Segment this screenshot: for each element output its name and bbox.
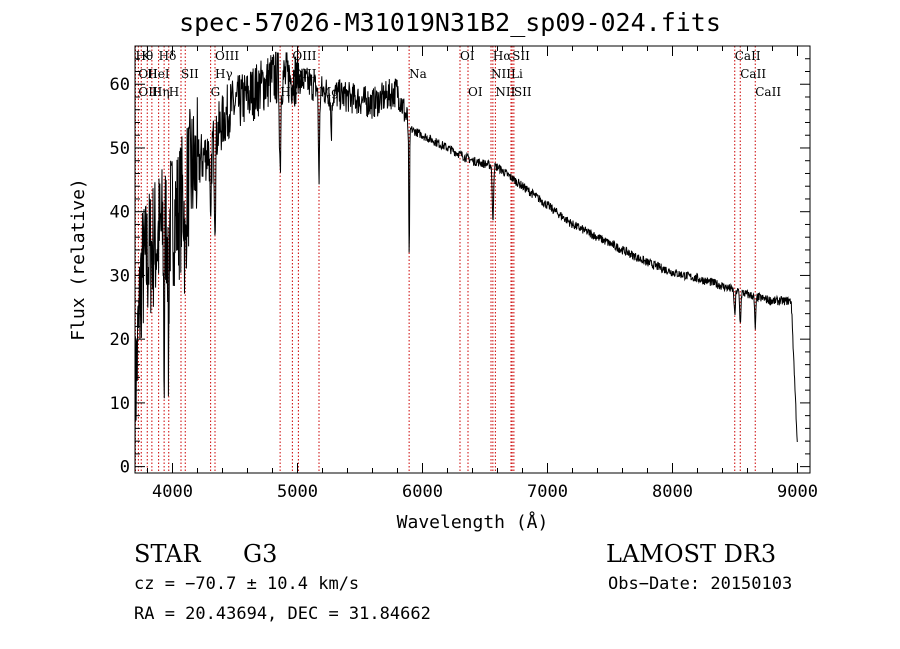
x-tick-label: 7000 bbox=[527, 482, 568, 502]
y-tick-label: 60 bbox=[110, 75, 130, 95]
line-marker-label: G bbox=[211, 85, 221, 99]
spectrum-line bbox=[134, 51, 798, 467]
line-marker-label: OIII bbox=[292, 49, 316, 63]
line-marker-label: NII bbox=[495, 85, 515, 99]
y-tick-label: 0 bbox=[120, 458, 130, 478]
coordinates: RA = 20.43694, DEC = 31.84662 bbox=[134, 604, 431, 624]
plot-frame bbox=[134, 45, 811, 474]
line-marker-label: OII bbox=[138, 85, 158, 99]
line-marker-label: CaII bbox=[740, 67, 766, 81]
observation-date: Obs−Date: 20150103 bbox=[608, 574, 793, 594]
spectral-subclass: G3 bbox=[243, 540, 278, 568]
line-marker-label: CaII bbox=[735, 49, 761, 63]
line-marker-label: OIII bbox=[215, 49, 239, 63]
line-marker-label: OIII bbox=[292, 67, 316, 81]
y-tick-label: 40 bbox=[110, 203, 130, 223]
y-axis-label: Flux (relative) bbox=[68, 178, 89, 341]
line-marker-label: Li bbox=[511, 67, 523, 81]
line-marker-label: K bbox=[141, 49, 151, 63]
line-marker-label: SII bbox=[514, 85, 532, 99]
line-marker-label: Hγ bbox=[215, 67, 233, 81]
line-marker-label: Mg bbox=[319, 85, 339, 99]
x-tick-label: 4000 bbox=[152, 482, 193, 502]
x-tick-label: 8000 bbox=[652, 482, 693, 502]
chart-title: spec-57026-M31019N31B2_sp09-024.fits bbox=[179, 8, 721, 37]
line-marker-label: Hβ bbox=[280, 85, 297, 99]
survey-name: LAMOST DR3 bbox=[606, 540, 777, 568]
line-marker-label: Na bbox=[409, 67, 427, 81]
line-marker-label: Hη bbox=[152, 85, 170, 99]
line-marker-label: NII bbox=[491, 67, 511, 81]
line-marker-label: H bbox=[169, 85, 179, 99]
line-marker-label: SII bbox=[512, 49, 530, 63]
y-tick-label: 50 bbox=[110, 139, 130, 159]
y-tick-label: 20 bbox=[110, 330, 130, 350]
line-marker-label: Hα bbox=[493, 49, 512, 63]
line-marker-label: Hθ bbox=[136, 49, 154, 63]
x-axis-label: Wavelength (Å) bbox=[397, 511, 549, 533]
x-tick-label: 5000 bbox=[277, 482, 318, 502]
line-marker-label: OI bbox=[460, 49, 475, 63]
x-tick-label: 6000 bbox=[402, 482, 443, 502]
line-marker-label: SII bbox=[181, 67, 199, 81]
object-class: STAR bbox=[134, 540, 201, 568]
line-marker-label: OI bbox=[468, 85, 483, 99]
line-marker-label: Hδ bbox=[159, 49, 177, 63]
line-marker-label: OII bbox=[138, 67, 158, 81]
line-marker-label: CaII bbox=[755, 85, 781, 99]
line-marker-label: HeI bbox=[147, 67, 170, 81]
y-tick-label: 10 bbox=[110, 394, 130, 414]
redshift-velocity: cz = −70.7 ± 10.4 km/s bbox=[134, 574, 360, 594]
x-tick-label: 9000 bbox=[777, 482, 818, 502]
y-tick-label: 30 bbox=[110, 266, 130, 286]
